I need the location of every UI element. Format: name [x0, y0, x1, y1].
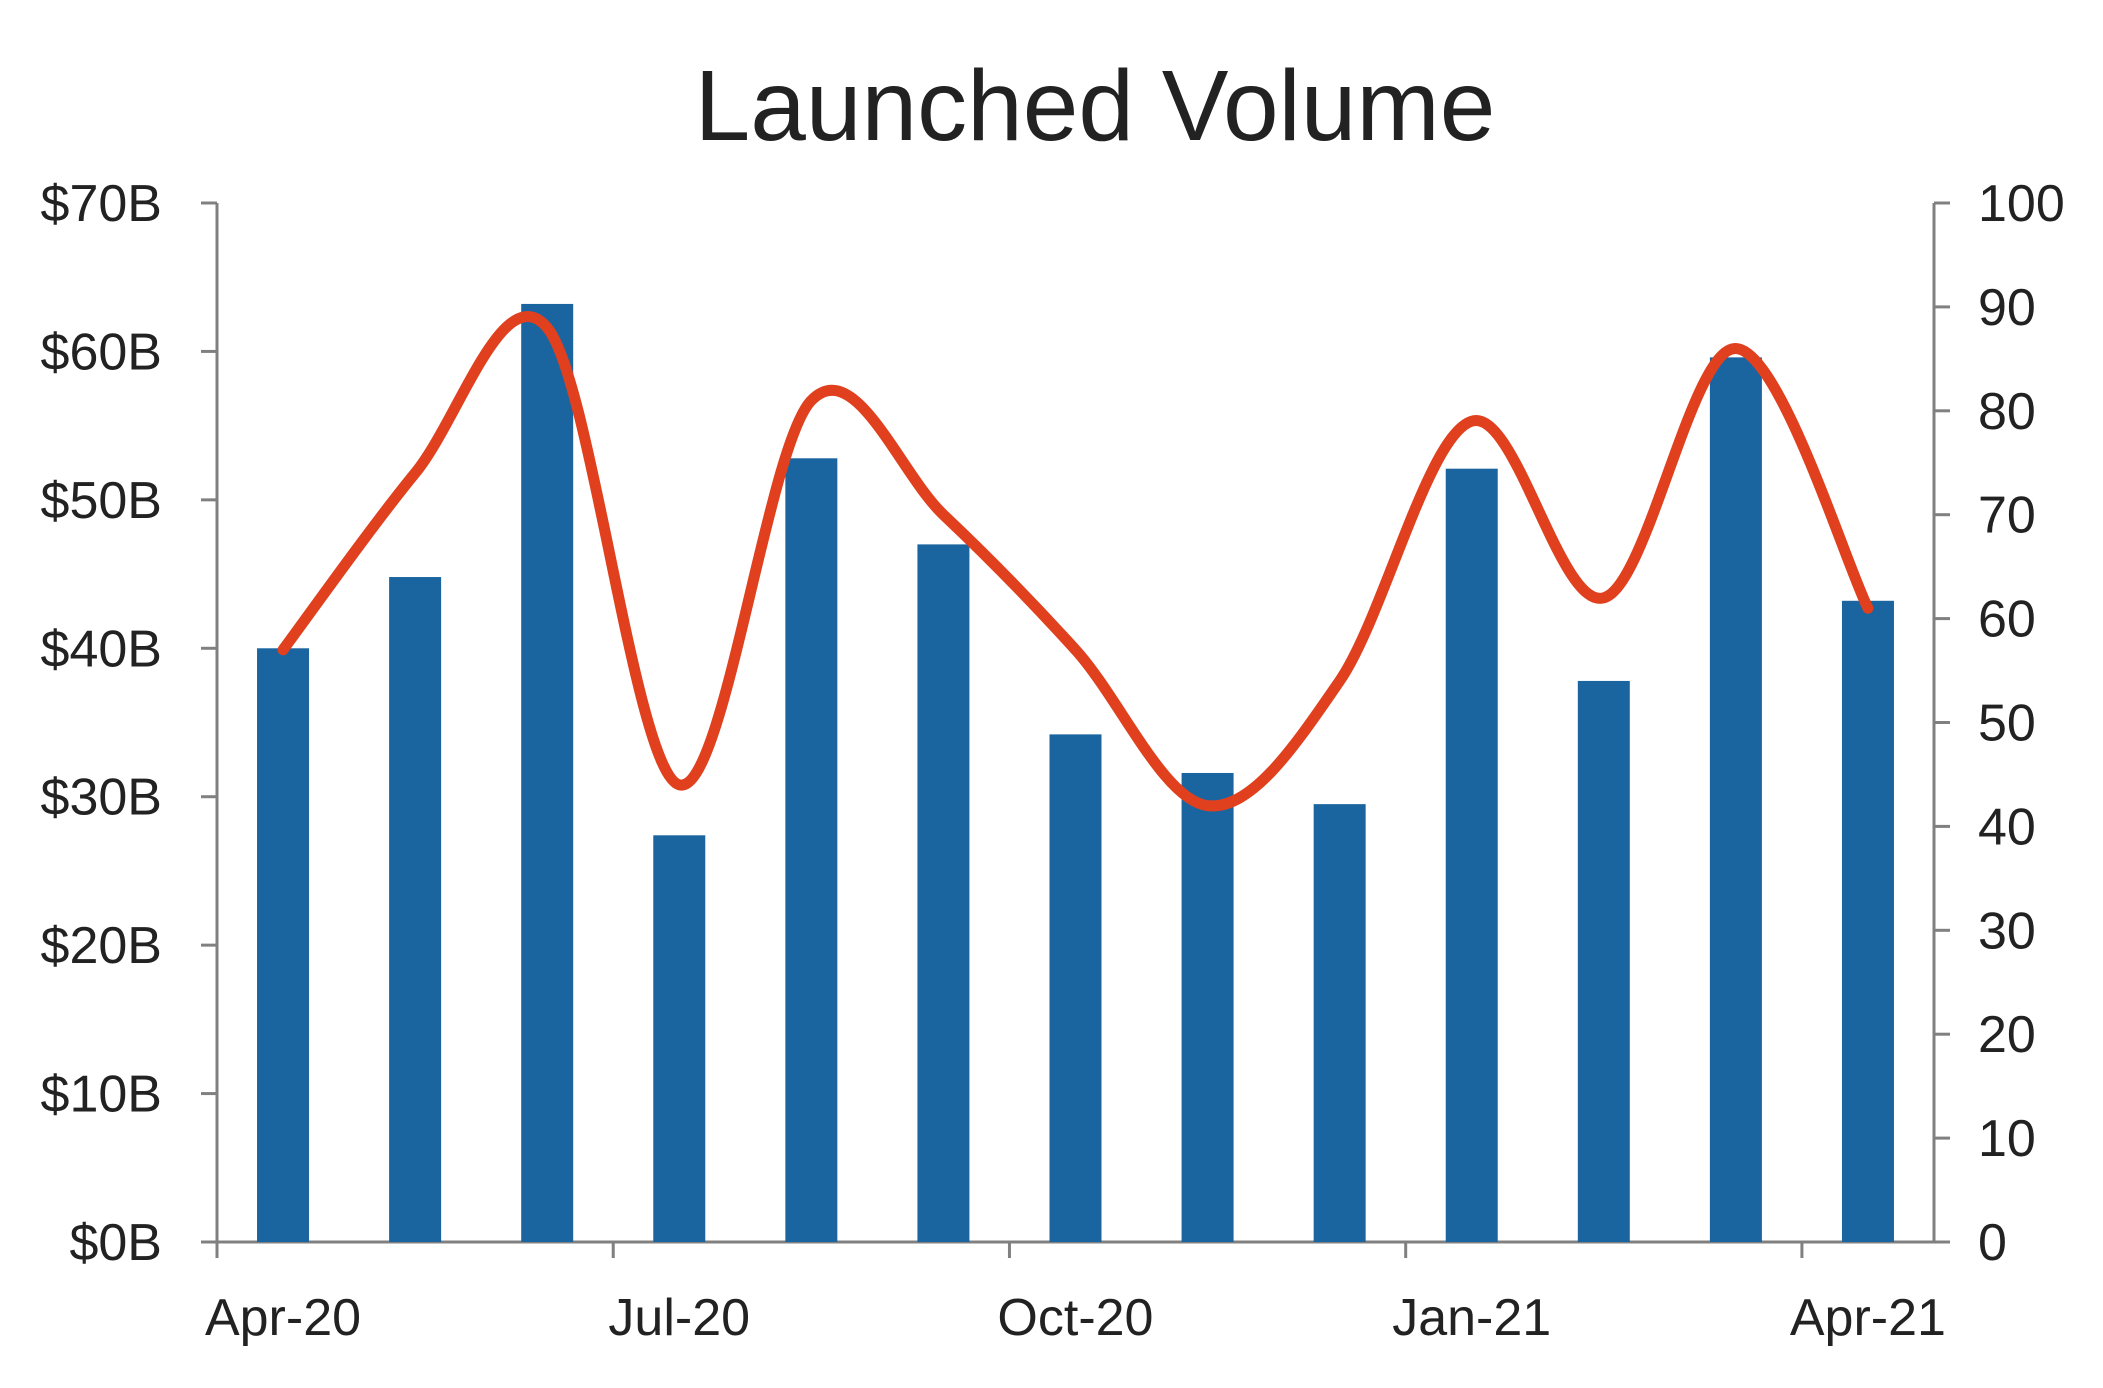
left-tick-label: $30B [41, 769, 162, 827]
x-axis: Apr-20 Jul-20 Oct-20 Jan-21 Apr-21 [205, 1240, 1946, 1347]
x-tick-label: Apr-21 [1790, 1289, 1946, 1347]
x-tick-label: Jul-20 [608, 1289, 750, 1347]
bar [1709, 357, 1762, 1242]
x-tick-label: Oct-20 [997, 1289, 1153, 1347]
right-tick-label: 10 [1978, 1110, 2036, 1168]
bar [785, 458, 838, 1243]
right-tick-label: 90 [1978, 279, 2036, 337]
left-tick-label: $70B [41, 175, 162, 233]
bar [1577, 680, 1630, 1242]
left-tick-label: $20B [41, 917, 162, 975]
bar [1181, 772, 1234, 1242]
left-y-axis: $0B $10B $20B $30B $40B $50B $60B $70B [41, 175, 219, 1272]
right-y-axis: 0 10 20 30 40 50 60 70 80 90 100 [1932, 175, 2065, 1272]
left-tick-label: $40B [41, 620, 162, 678]
right-tick-label: 30 [1978, 902, 2036, 960]
bar [653, 835, 706, 1242]
bar [257, 648, 310, 1242]
bar [1445, 468, 1498, 1242]
left-tick-label: $60B [41, 323, 162, 381]
right-tick-label: 70 [1978, 487, 2036, 545]
bar [521, 303, 574, 1243]
right-tick-label: 0 [1978, 1214, 2007, 1272]
bar [1313, 804, 1366, 1242]
right-tick-label: 40 [1978, 798, 2036, 856]
right-tick-label: 80 [1978, 383, 2036, 441]
x-tick-label: Apr-20 [205, 1289, 361, 1347]
left-tick-label: $0B [69, 1214, 162, 1272]
x-tick-label: Jan-21 [1392, 1289, 1551, 1347]
bar [917, 544, 970, 1242]
left-tick-label: $10B [41, 1066, 162, 1124]
left-tick-label: $50B [41, 472, 162, 530]
line-path [277, 311, 1874, 812]
chart-title: Launched Volume [695, 50, 1496, 162]
line-series [277, 311, 1874, 812]
bar-series [257, 303, 1894, 1243]
right-tick-label: 20 [1978, 1006, 2036, 1064]
right-tick-label: 60 [1978, 591, 2036, 649]
bar [1049, 734, 1102, 1242]
bar [1841, 600, 1894, 1242]
right-tick-label: 100 [1978, 175, 2065, 233]
right-tick-label: 50 [1978, 695, 2036, 753]
bar [389, 577, 442, 1242]
